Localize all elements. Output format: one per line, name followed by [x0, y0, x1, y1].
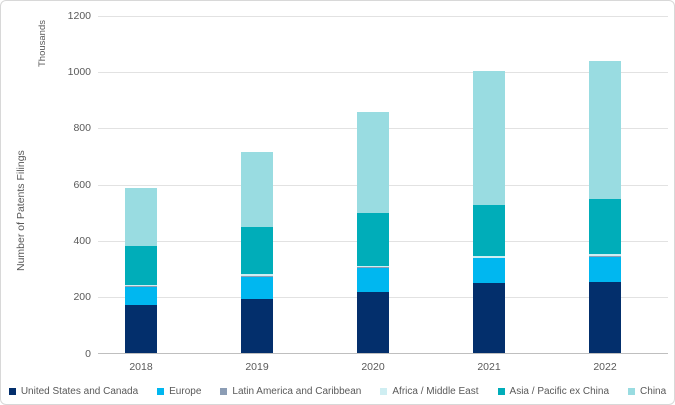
- bar-2021: [473, 70, 505, 353]
- legend-swatch-icon: [628, 388, 636, 395]
- bar-segment-2022-latin-america-and-caribbean[interactable]: [589, 255, 621, 257]
- legend-label: Africa / Middle East: [392, 386, 479, 397]
- bar-segment-2022-europe[interactable]: [589, 256, 621, 283]
- bar-segment-2022-asia-pacific-ex-china[interactable]: [589, 198, 621, 255]
- legend-swatch-icon: [380, 388, 388, 395]
- bar-segment-2020-europe[interactable]: [357, 267, 389, 292]
- bar-segment-2020-asia-pacific-ex-china[interactable]: [357, 212, 389, 266]
- bar-segment-2019-latin-america-and-caribbean[interactable]: [241, 275, 273, 277]
- y-tick-label-600: 600: [73, 178, 91, 191]
- bar-segment-2018-china[interactable]: [125, 188, 157, 246]
- bar-2022: [589, 60, 621, 353]
- bar-segment-2022-united-states-and-canada[interactable]: [589, 282, 621, 353]
- bar-2018: [125, 188, 157, 353]
- bar-segment-2020-china[interactable]: [357, 112, 389, 213]
- legend-swatch-icon: [497, 388, 505, 395]
- legend-item-africa-middle-east[interactable]: Africa / Middle East: [380, 386, 479, 397]
- x-tick-label-2018: 2018: [129, 361, 153, 373]
- bar-segment-2022-china[interactable]: [589, 60, 621, 199]
- y-tick-label-400: 400: [73, 234, 91, 247]
- bar-segment-2018-asia-pacific-ex-china[interactable]: [125, 246, 157, 285]
- bar-segment-2021-asia-pacific-ex-china[interactable]: [473, 205, 505, 256]
- bar-segment-2019-united-states-and-canada[interactable]: [241, 299, 273, 353]
- legend-item-europe[interactable]: Europe: [157, 386, 201, 397]
- legend-item-latin-america-and-caribbean[interactable]: Latin America and Caribbean: [220, 386, 361, 397]
- y-tick-label-200: 200: [73, 291, 91, 304]
- x-tick-label-2021: 2021: [477, 361, 501, 373]
- y-tick-label-1200: 1200: [67, 9, 91, 22]
- legend-item-asia-pacific-ex-china[interactable]: Asia / Pacific ex China: [497, 386, 610, 397]
- bar-segment-2021-europe[interactable]: [473, 258, 505, 284]
- plot-area: [98, 15, 668, 354]
- legend-label: United States and Canada: [20, 386, 139, 397]
- bar-segment-2018-united-states-and-canada[interactable]: [125, 305, 157, 353]
- legend-swatch-icon: [8, 388, 16, 395]
- bar-segment-2018-europe[interactable]: [125, 286, 157, 306]
- legend-label: Europe: [169, 386, 202, 397]
- legend-label: Latin America and Caribbean: [232, 386, 362, 397]
- bar-segment-2019-china[interactable]: [241, 152, 273, 228]
- x-tick-label-2020: 2020: [361, 361, 385, 373]
- y-tick-label-1000: 1000: [67, 65, 91, 78]
- bar-2020: [357, 112, 389, 353]
- gridline-1000: [98, 71, 668, 73]
- legend-item-china[interactable]: China: [628, 386, 666, 397]
- bar-segment-2021-africa-middle-east[interactable]: [473, 255, 505, 258]
- bar-segment-2020-latin-america-and-caribbean[interactable]: [357, 267, 389, 268]
- bar-segment-2022-africa-middle-east[interactable]: [589, 254, 621, 256]
- y-tick-label-0: 0: [85, 347, 91, 360]
- x-axis-line: [98, 353, 668, 354]
- bar-segment-2019-asia-pacific-ex-china[interactable]: [241, 227, 273, 275]
- bar-segment-2020-united-states-and-canada[interactable]: [357, 291, 389, 353]
- y-axis-title: Number of Patents Filings: [15, 150, 27, 272]
- gridline-1200: [98, 15, 668, 17]
- x-tick-label-2022: 2022: [593, 361, 617, 373]
- bar-segment-2021-united-states-and-canada[interactable]: [473, 283, 505, 353]
- legend-label: China: [640, 386, 667, 397]
- bar-segment-2021-latin-america-and-caribbean[interactable]: [473, 257, 505, 259]
- bar-segment-2020-africa-middle-east[interactable]: [357, 265, 389, 268]
- legend-label: Asia / Pacific ex China: [509, 386, 610, 397]
- y-tick-label-800: 800: [73, 122, 91, 135]
- bar-segment-2018-africa-middle-east[interactable]: [125, 284, 157, 286]
- legend-item-united-states-and-canada[interactable]: United States and Canada: [8, 386, 139, 397]
- legend-swatch-icon: [157, 388, 165, 395]
- bar-segment-2019-europe[interactable]: [241, 276, 273, 300]
- x-tick-label-2019: 2019: [245, 361, 269, 373]
- bar-segment-2019-africa-middle-east[interactable]: [241, 274, 273, 276]
- chart-legend: United States and Canada Europe Latin Amer…: [8, 386, 666, 397]
- bar-segment-2021-china[interactable]: [473, 70, 505, 206]
- legend-swatch-icon: [220, 388, 228, 395]
- bar-2019: [241, 152, 273, 353]
- bar-segment-2018-latin-america-and-caribbean[interactable]: [125, 285, 157, 287]
